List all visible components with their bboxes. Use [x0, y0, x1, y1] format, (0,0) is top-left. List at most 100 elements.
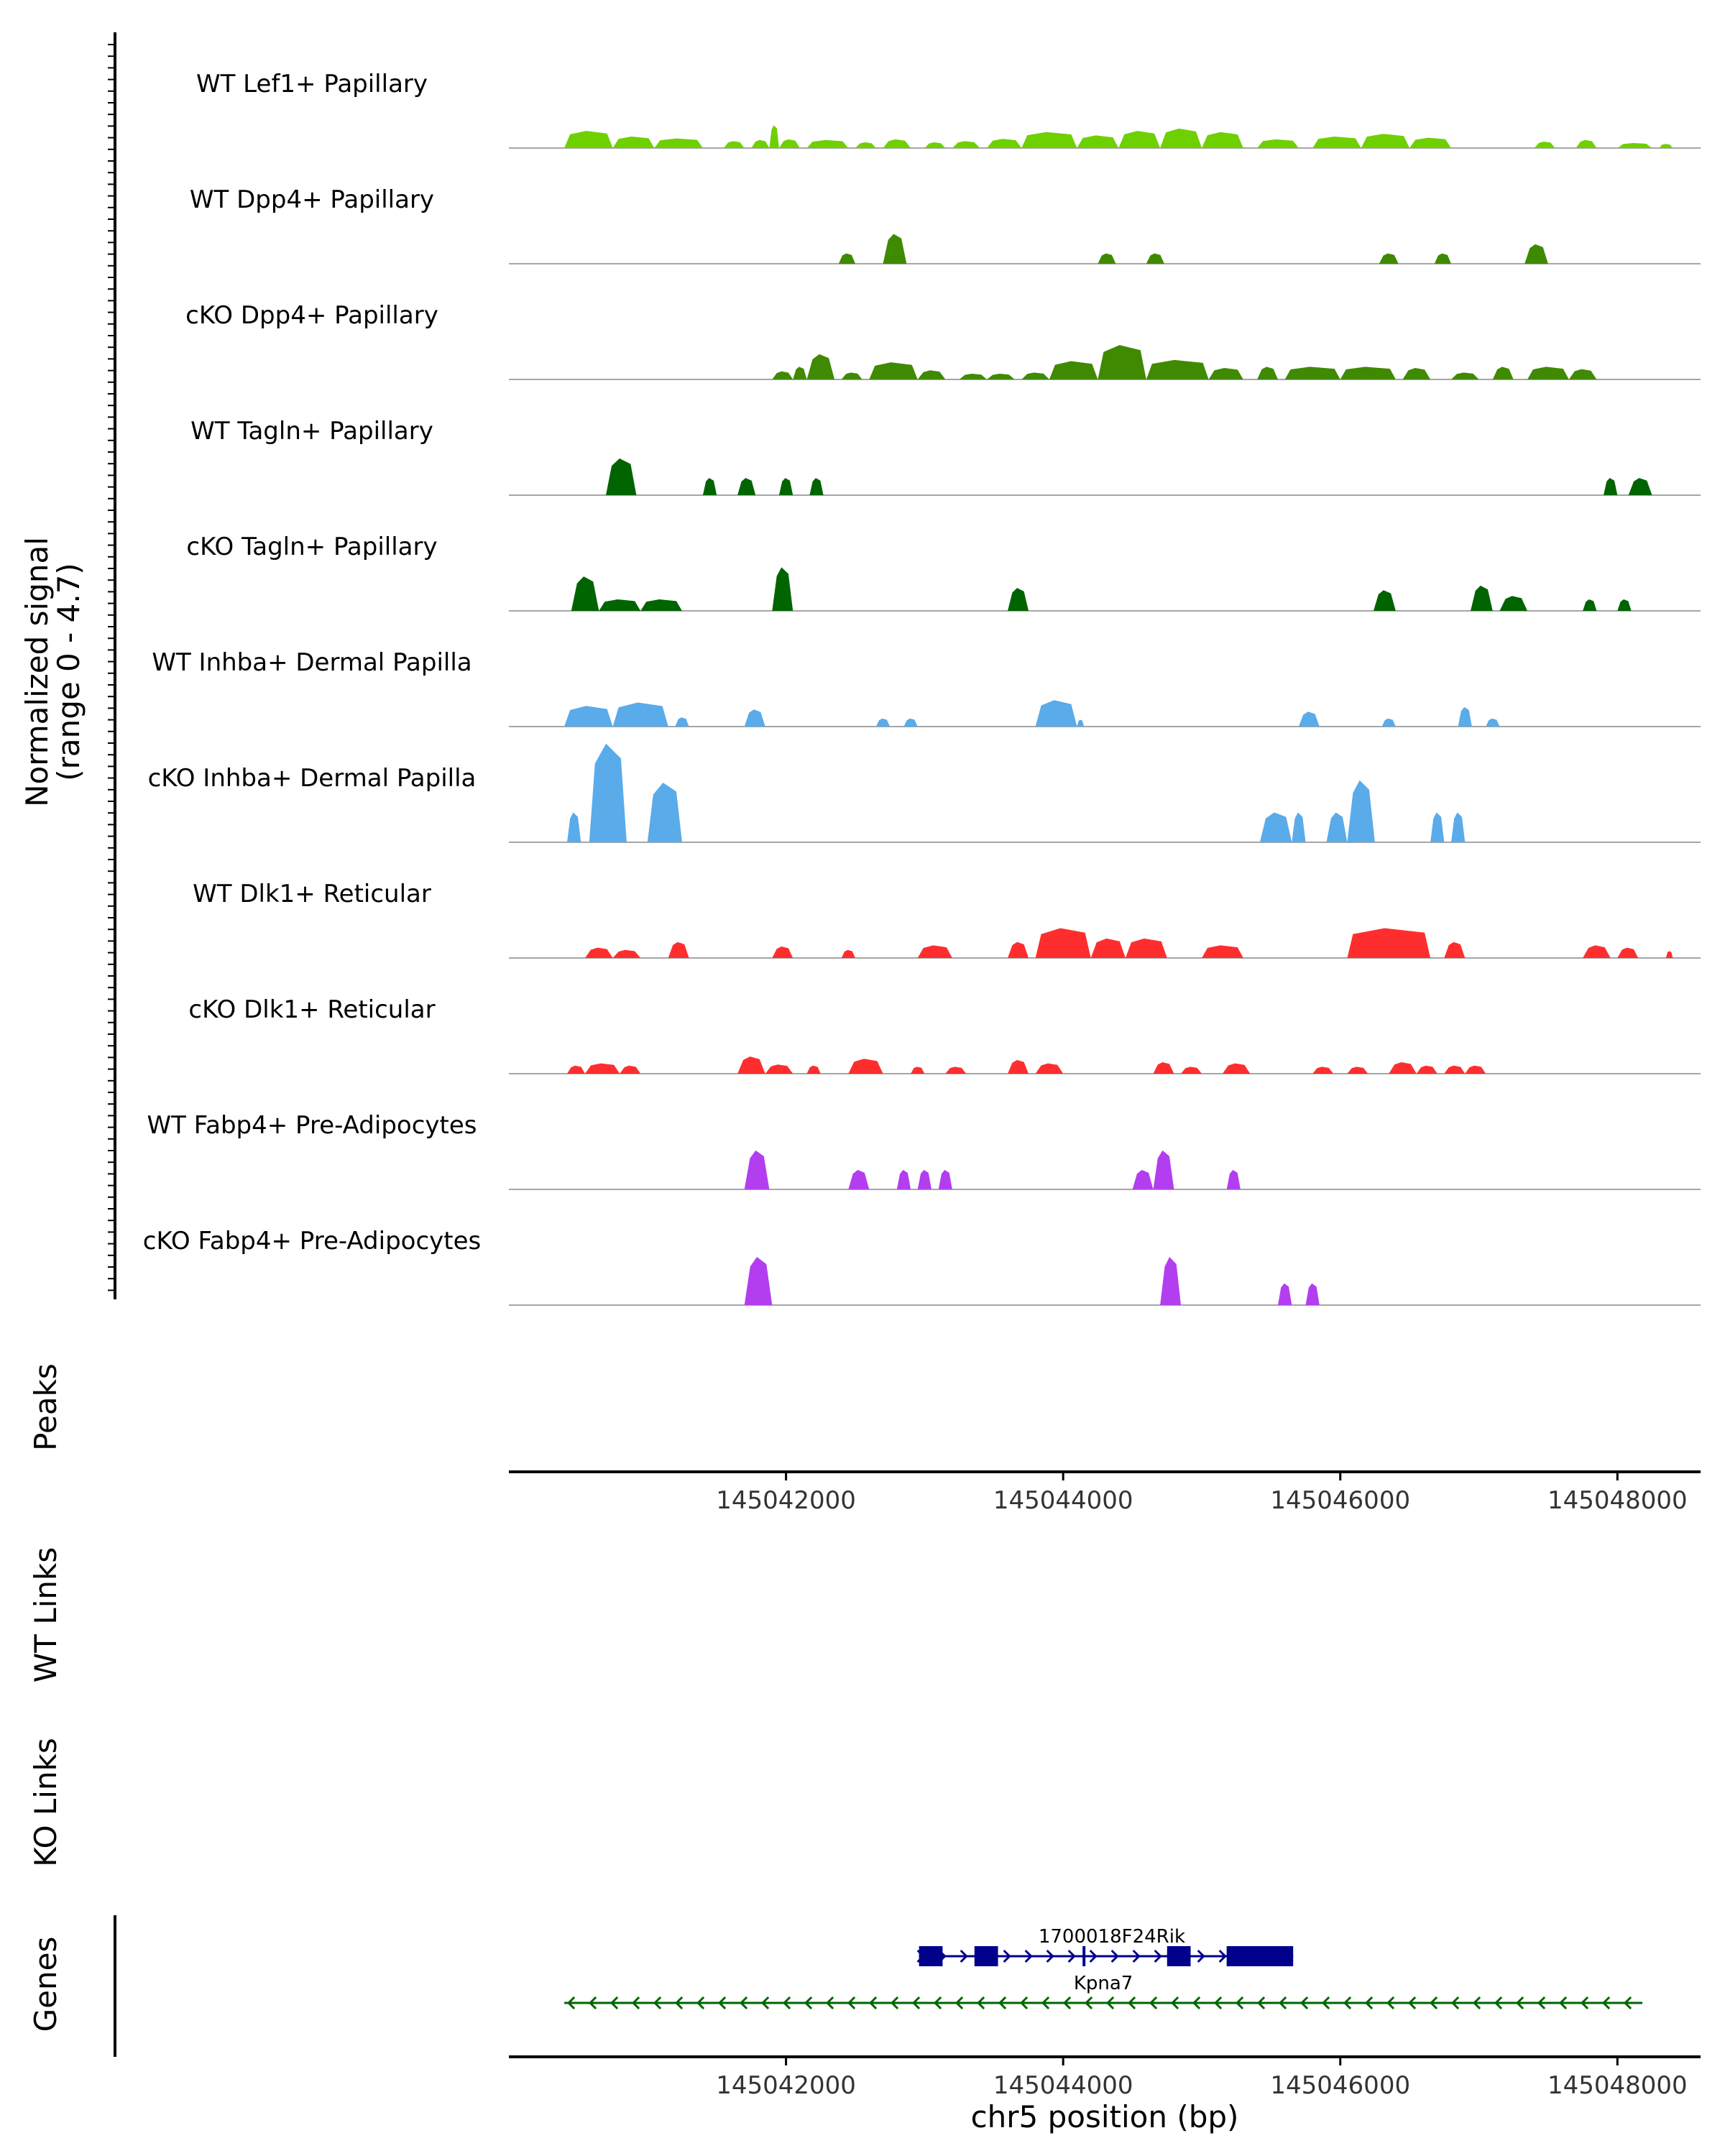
strand-arrow	[1386, 1996, 1395, 2010]
coverage-peak	[806, 1065, 821, 1074]
strand-arrow	[1132, 1949, 1141, 1963]
strand-arrow	[1154, 1949, 1162, 1963]
coverage-peak	[1524, 244, 1548, 264]
coverage-peak	[1402, 368, 1431, 379]
coverage-peak	[1021, 132, 1077, 148]
coverage-peak	[1617, 143, 1652, 148]
coverage-peak	[1617, 599, 1632, 611]
coverage-peak	[1534, 142, 1555, 148]
coverage-peak	[772, 567, 794, 611]
coverage-y-axis-ticks	[108, 44, 115, 1291]
coverage-peak	[1312, 1067, 1334, 1074]
coverage-peak	[848, 1169, 870, 1189]
coverage-peak	[744, 1150, 770, 1189]
coverage-peak	[1278, 1283, 1292, 1305]
track-label: WT Fabp4+ Pre-Adipocytes	[147, 1111, 477, 1140]
x-axis-tick-label: 145044000	[993, 2071, 1133, 2100]
coverage-peak	[751, 139, 770, 148]
coverage-peak	[945, 1067, 967, 1074]
coverage-peak	[1444, 1065, 1466, 1074]
strand-arrow	[588, 1996, 597, 2010]
strand-arrow	[1300, 1996, 1309, 2010]
coverage-peak	[772, 371, 794, 379]
coverage-peak	[1292, 812, 1306, 842]
coverage-peak	[1160, 128, 1202, 148]
strand-arrow	[1601, 1996, 1611, 2010]
coverage-peak	[1312, 137, 1361, 148]
coverage-peak	[1098, 345, 1146, 379]
coverage-peak	[1132, 1169, 1154, 1189]
coverage-peak	[1008, 588, 1029, 611]
strand-arrow	[1084, 1996, 1093, 2010]
coverage-tracks: WT Lef1+ Papillary WT Dpp4+ Papillary cKO …	[143, 70, 1701, 1306]
strand-arrow	[1170, 1996, 1179, 2010]
coverage-peak	[1430, 812, 1445, 842]
track-0: WT Lef1+ Papillary	[196, 70, 1701, 149]
coverage-peak	[744, 709, 765, 727]
track-6: cKO Inhba+ Dermal Papilla	[148, 743, 1701, 843]
coverage-peak	[1465, 1065, 1486, 1074]
coverage-peak	[883, 139, 911, 148]
strand-arrow	[1558, 1996, 1568, 2010]
peaks-x-axis-ticks: 145042000 145044000 145046000 145048000	[716, 1472, 1688, 1515]
coverage-peak	[1361, 134, 1410, 148]
track-10: cKO Fabp4+ Pre-Adipocytes	[143, 1227, 1701, 1306]
y-axis-title: Normalized signal (range 0 - 4.7)	[19, 537, 86, 807]
coverage-peak	[585, 947, 613, 958]
coverage-peak	[1409, 137, 1451, 148]
coverage-peak	[612, 137, 655, 148]
strand-arrow	[1110, 1949, 1119, 1963]
strand-arrow	[760, 1996, 770, 2010]
strand-arrow	[1407, 1996, 1417, 2010]
strand-arrow	[1515, 1996, 1524, 2010]
coverage-peak	[1576, 139, 1597, 148]
coverage-peak	[917, 1169, 932, 1189]
coverage-peak	[702, 478, 717, 495]
x-axis-tick-label: 145046000	[1270, 1486, 1410, 1515]
coverage-peak	[1284, 367, 1340, 379]
coverage-peak	[564, 131, 613, 148]
coverage-peak	[1035, 700, 1077, 727]
track-label: cKO Fabp4+ Pre-Adipocytes	[143, 1227, 482, 1256]
strand-arrow	[1623, 1996, 1632, 2010]
coverage-peak	[1381, 718, 1396, 727]
strand-arrow	[1580, 1996, 1589, 2010]
strand-arrow	[1003, 1949, 1011, 1963]
strand-arrow	[1321, 1996, 1330, 2010]
coverage-peak	[1153, 1062, 1174, 1074]
gene-Kpna7: Kpna7	[564, 1973, 1643, 2010]
coverage-peak	[917, 370, 946, 379]
coverage-peak	[855, 142, 876, 148]
coverage-peak	[675, 717, 689, 727]
coverage-peak	[1160, 1257, 1181, 1305]
coverage-peak	[1347, 928, 1431, 958]
coverage-peak	[1379, 253, 1399, 264]
coverage-peak	[1118, 131, 1161, 148]
track-label: cKO Dlk1+ Reticular	[188, 995, 435, 1024]
coverage-peak	[585, 1063, 620, 1074]
strand-arrow	[825, 1996, 834, 2010]
coverage-peak	[769, 125, 779, 148]
genes-panel-label: Genes	[28, 1937, 63, 2032]
strand-arrow	[717, 1996, 727, 2010]
coverage-peak	[1226, 1169, 1241, 1189]
coverage-peak	[1098, 253, 1116, 264]
coverage-peak	[612, 702, 668, 727]
gene-exon	[1226, 1946, 1294, 1966]
ko-links-panel-label: KO Links	[28, 1738, 63, 1867]
coverage-peak	[841, 372, 862, 379]
strand-arrow	[976, 1996, 985, 2010]
coverage-peak	[1374, 590, 1396, 611]
coverage-peak	[1389, 1062, 1417, 1074]
strand-arrow	[1364, 1996, 1374, 2010]
coverage-peak	[778, 139, 800, 148]
track-label: WT Inhba+ Dermal Papilla	[152, 648, 472, 677]
gene-label: Kpna7	[1074, 1973, 1133, 1994]
strand-arrow	[1197, 1949, 1205, 1963]
x-axis-tick-label: 145048000	[1547, 1486, 1688, 1515]
gene-exon	[974, 1946, 998, 1966]
coverage-peak	[1021, 372, 1049, 379]
y-axis-title-line2: (range 0 - 4.7)	[51, 563, 86, 781]
track-label: WT Dlk1+ Reticular	[193, 880, 431, 908]
